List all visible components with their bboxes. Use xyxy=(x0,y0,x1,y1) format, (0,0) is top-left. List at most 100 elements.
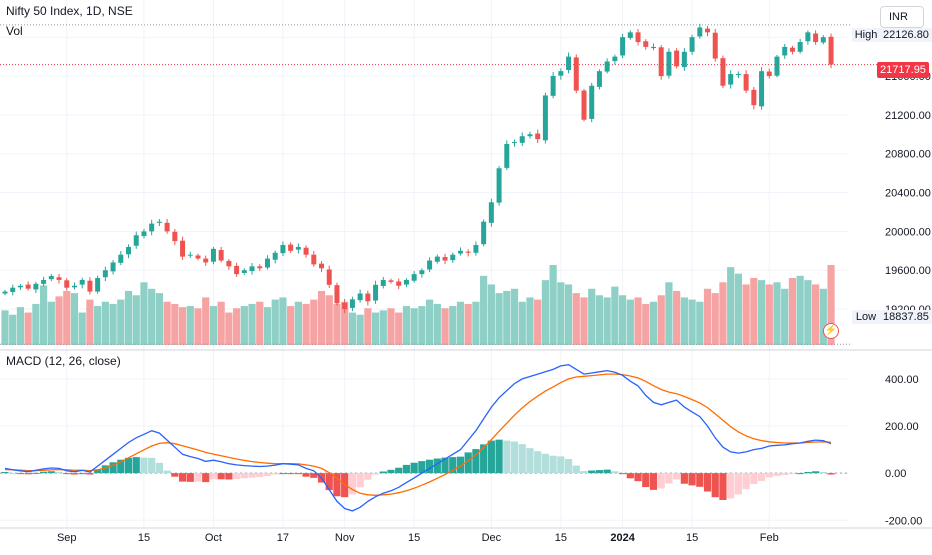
volume-bar xyxy=(696,301,704,345)
macd-histogram-bar xyxy=(611,471,619,474)
candle xyxy=(496,168,502,203)
volume-bar xyxy=(727,267,735,345)
volume-indicator-label[interactable]: Vol xyxy=(6,24,23,38)
volume-bar xyxy=(124,290,133,345)
macd-histogram-bar xyxy=(233,473,241,480)
volume-bar xyxy=(549,265,557,345)
volume-bar xyxy=(541,280,549,345)
macd-histogram-bar xyxy=(109,462,117,474)
macd-indicator-label[interactable]: MACD (12, 26, close) xyxy=(6,354,121,368)
candle xyxy=(604,61,610,72)
macd-histogram-bar xyxy=(541,453,549,474)
currency-button[interactable]: INR xyxy=(880,6,924,28)
volume-bar xyxy=(634,297,642,345)
candle xyxy=(481,221,487,245)
macd-histogram-bar xyxy=(155,462,163,474)
macd-histogram-bar xyxy=(379,471,387,474)
candle xyxy=(172,231,178,242)
volume-bar xyxy=(140,282,148,345)
macd-histogram-bar xyxy=(148,457,156,474)
volume-bar xyxy=(588,288,596,345)
candle xyxy=(805,32,811,42)
volume-bar xyxy=(472,301,480,345)
candle xyxy=(512,142,518,144)
candle xyxy=(79,279,85,285)
candle xyxy=(203,258,209,263)
candle xyxy=(566,56,572,71)
macd-histogram-bar xyxy=(534,451,542,474)
volume-bar xyxy=(356,314,364,345)
volume-bar xyxy=(194,308,202,345)
volume-bar xyxy=(526,297,534,345)
macd-histogram-bar xyxy=(750,473,758,484)
volume-bar xyxy=(248,303,256,345)
candle xyxy=(195,255,201,259)
volume-bar xyxy=(101,301,109,345)
macd-histogram-bar xyxy=(55,471,63,474)
macd-histogram-bar xyxy=(642,473,650,488)
candle xyxy=(488,202,494,223)
time-tick-label: Dec xyxy=(482,532,502,544)
macd-histogram-bar xyxy=(16,473,25,475)
volume-bar xyxy=(217,301,225,345)
candle xyxy=(249,266,255,272)
macd-histogram-bar xyxy=(40,471,48,474)
candle xyxy=(226,260,232,267)
volume-bar xyxy=(410,308,418,345)
candle xyxy=(319,263,325,269)
candle xyxy=(766,71,772,77)
candle xyxy=(141,231,147,237)
macd-histogram-bar xyxy=(673,473,681,480)
volume-bar xyxy=(55,296,63,345)
candle xyxy=(596,71,602,87)
macd-histogram-bar xyxy=(510,441,519,474)
macd-histogram-bar xyxy=(649,473,658,490)
volume-bar xyxy=(302,303,310,345)
volume-bar xyxy=(510,288,519,345)
macd-histogram-bar xyxy=(117,459,125,474)
volume-bar xyxy=(611,286,619,345)
candle xyxy=(782,46,788,56)
candle xyxy=(95,278,101,292)
macd-histogram-bar xyxy=(86,473,94,475)
price-tick-label: 21200.00 xyxy=(885,110,931,122)
macd-histogram-bar xyxy=(757,473,766,481)
volume-bar xyxy=(449,306,457,345)
signal-line xyxy=(4,373,832,496)
time-tick-label: Feb xyxy=(760,532,779,544)
macd-histogram-bar xyxy=(456,456,465,474)
volume-bar xyxy=(310,299,318,345)
macd-tick-label: 0.00 xyxy=(885,468,906,480)
candle xyxy=(280,244,286,254)
candle xyxy=(326,269,332,285)
macd-histogram-bar xyxy=(781,473,789,476)
macd-histogram-bar xyxy=(727,473,735,499)
volume-bar xyxy=(341,301,349,345)
macd-histogram-bar xyxy=(572,465,580,474)
candle xyxy=(149,223,155,232)
candle xyxy=(257,266,263,269)
volume-bar xyxy=(63,290,71,345)
volume-bar xyxy=(703,288,712,345)
macd-histogram-bar xyxy=(94,469,102,474)
high-value-badge: 22126.80 xyxy=(880,28,932,42)
candle xyxy=(558,71,564,76)
event-flash-icon[interactable]: ⚡ xyxy=(823,323,839,339)
candle xyxy=(25,284,31,289)
macd-histogram-bar xyxy=(464,452,472,474)
candle xyxy=(2,291,8,294)
candle xyxy=(527,134,533,137)
candle xyxy=(797,42,803,52)
volume-bar xyxy=(742,284,750,345)
symbol-title[interactable]: Nifty 50 Index, 1D, NSE xyxy=(6,4,133,18)
macd-histogram-bar xyxy=(719,473,727,501)
volume-bar xyxy=(657,295,665,345)
macd-histogram-bar xyxy=(441,457,449,474)
time-tick-label: 17 xyxy=(277,532,289,544)
macd-histogram-bar xyxy=(827,473,835,475)
macd-tick-label: 400.00 xyxy=(885,374,919,386)
candle xyxy=(334,285,340,304)
time-tick-label: Sep xyxy=(57,532,77,544)
macd-histogram-bar xyxy=(101,465,109,474)
candle xyxy=(264,258,270,268)
